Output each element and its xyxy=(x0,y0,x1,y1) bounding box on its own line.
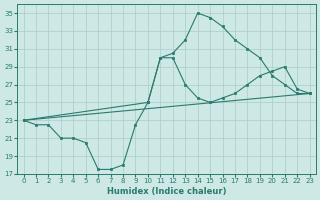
X-axis label: Humidex (Indice chaleur): Humidex (Indice chaleur) xyxy=(107,187,226,196)
